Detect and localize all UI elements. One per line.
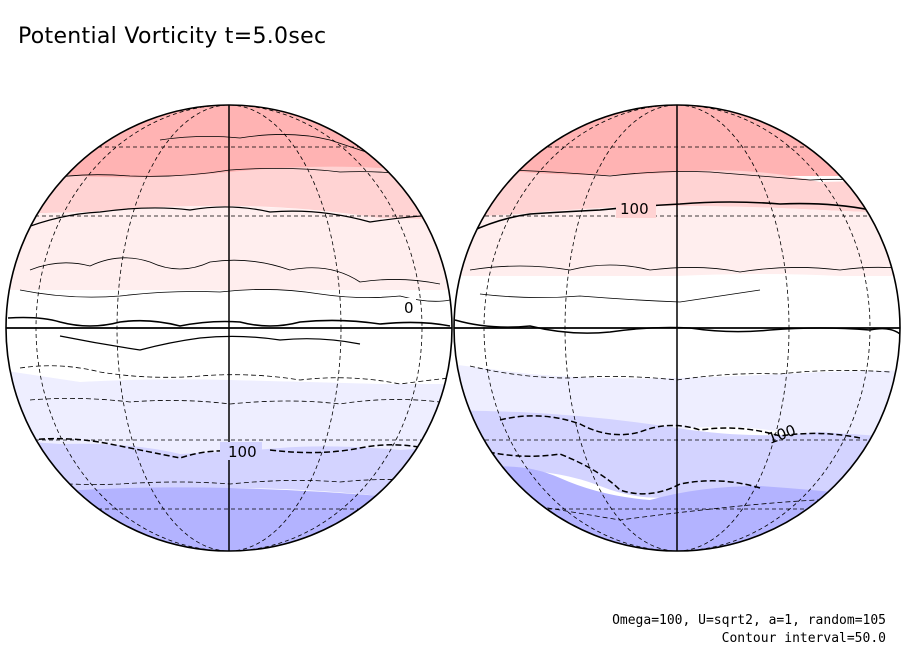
left-hemisphere: 100 0 <box>6 105 452 551</box>
band-positive-2 <box>6 166 452 220</box>
contour-label: 100 <box>620 200 649 218</box>
contour-line <box>509 169 881 183</box>
contour-line <box>39 168 431 181</box>
contour-label: 100 <box>228 443 257 461</box>
contour-line <box>19 479 451 485</box>
contour-line <box>59 335 361 351</box>
band-positive-1 <box>454 206 900 286</box>
contour-line <box>29 257 441 285</box>
band-negative-2 <box>6 440 452 500</box>
parameters-text: Omega=100, U=sqrt2, a=1, random=105 <box>612 613 886 628</box>
band-positive-3 <box>6 105 452 180</box>
band-negative-2 <box>454 410 900 500</box>
contour-line <box>479 289 761 303</box>
band-zero <box>6 290 452 378</box>
left-globe-outline <box>5 104 453 552</box>
band-negative-3 <box>6 487 452 551</box>
contour-line <box>19 289 451 302</box>
contour-interval-text: Contour interval=50.0 <box>721 631 886 646</box>
contour-line <box>269 444 441 454</box>
contour-line <box>159 134 391 161</box>
right-globe-outline <box>453 104 901 552</box>
contour-line <box>499 415 861 439</box>
contour-line <box>29 398 441 405</box>
contour-line <box>19 365 451 385</box>
contour-line <box>469 264 897 273</box>
contour-line <box>7 316 451 327</box>
right-hemisphere: 100 100 <box>454 105 900 551</box>
band-positive-1 <box>6 205 452 300</box>
contour-line <box>29 437 241 459</box>
plot-title: Potential Vorticity t=5.0sec <box>18 24 327 49</box>
contour-label: 0 <box>404 299 414 317</box>
contour-line <box>469 201 871 233</box>
contour-line <box>19 206 451 231</box>
